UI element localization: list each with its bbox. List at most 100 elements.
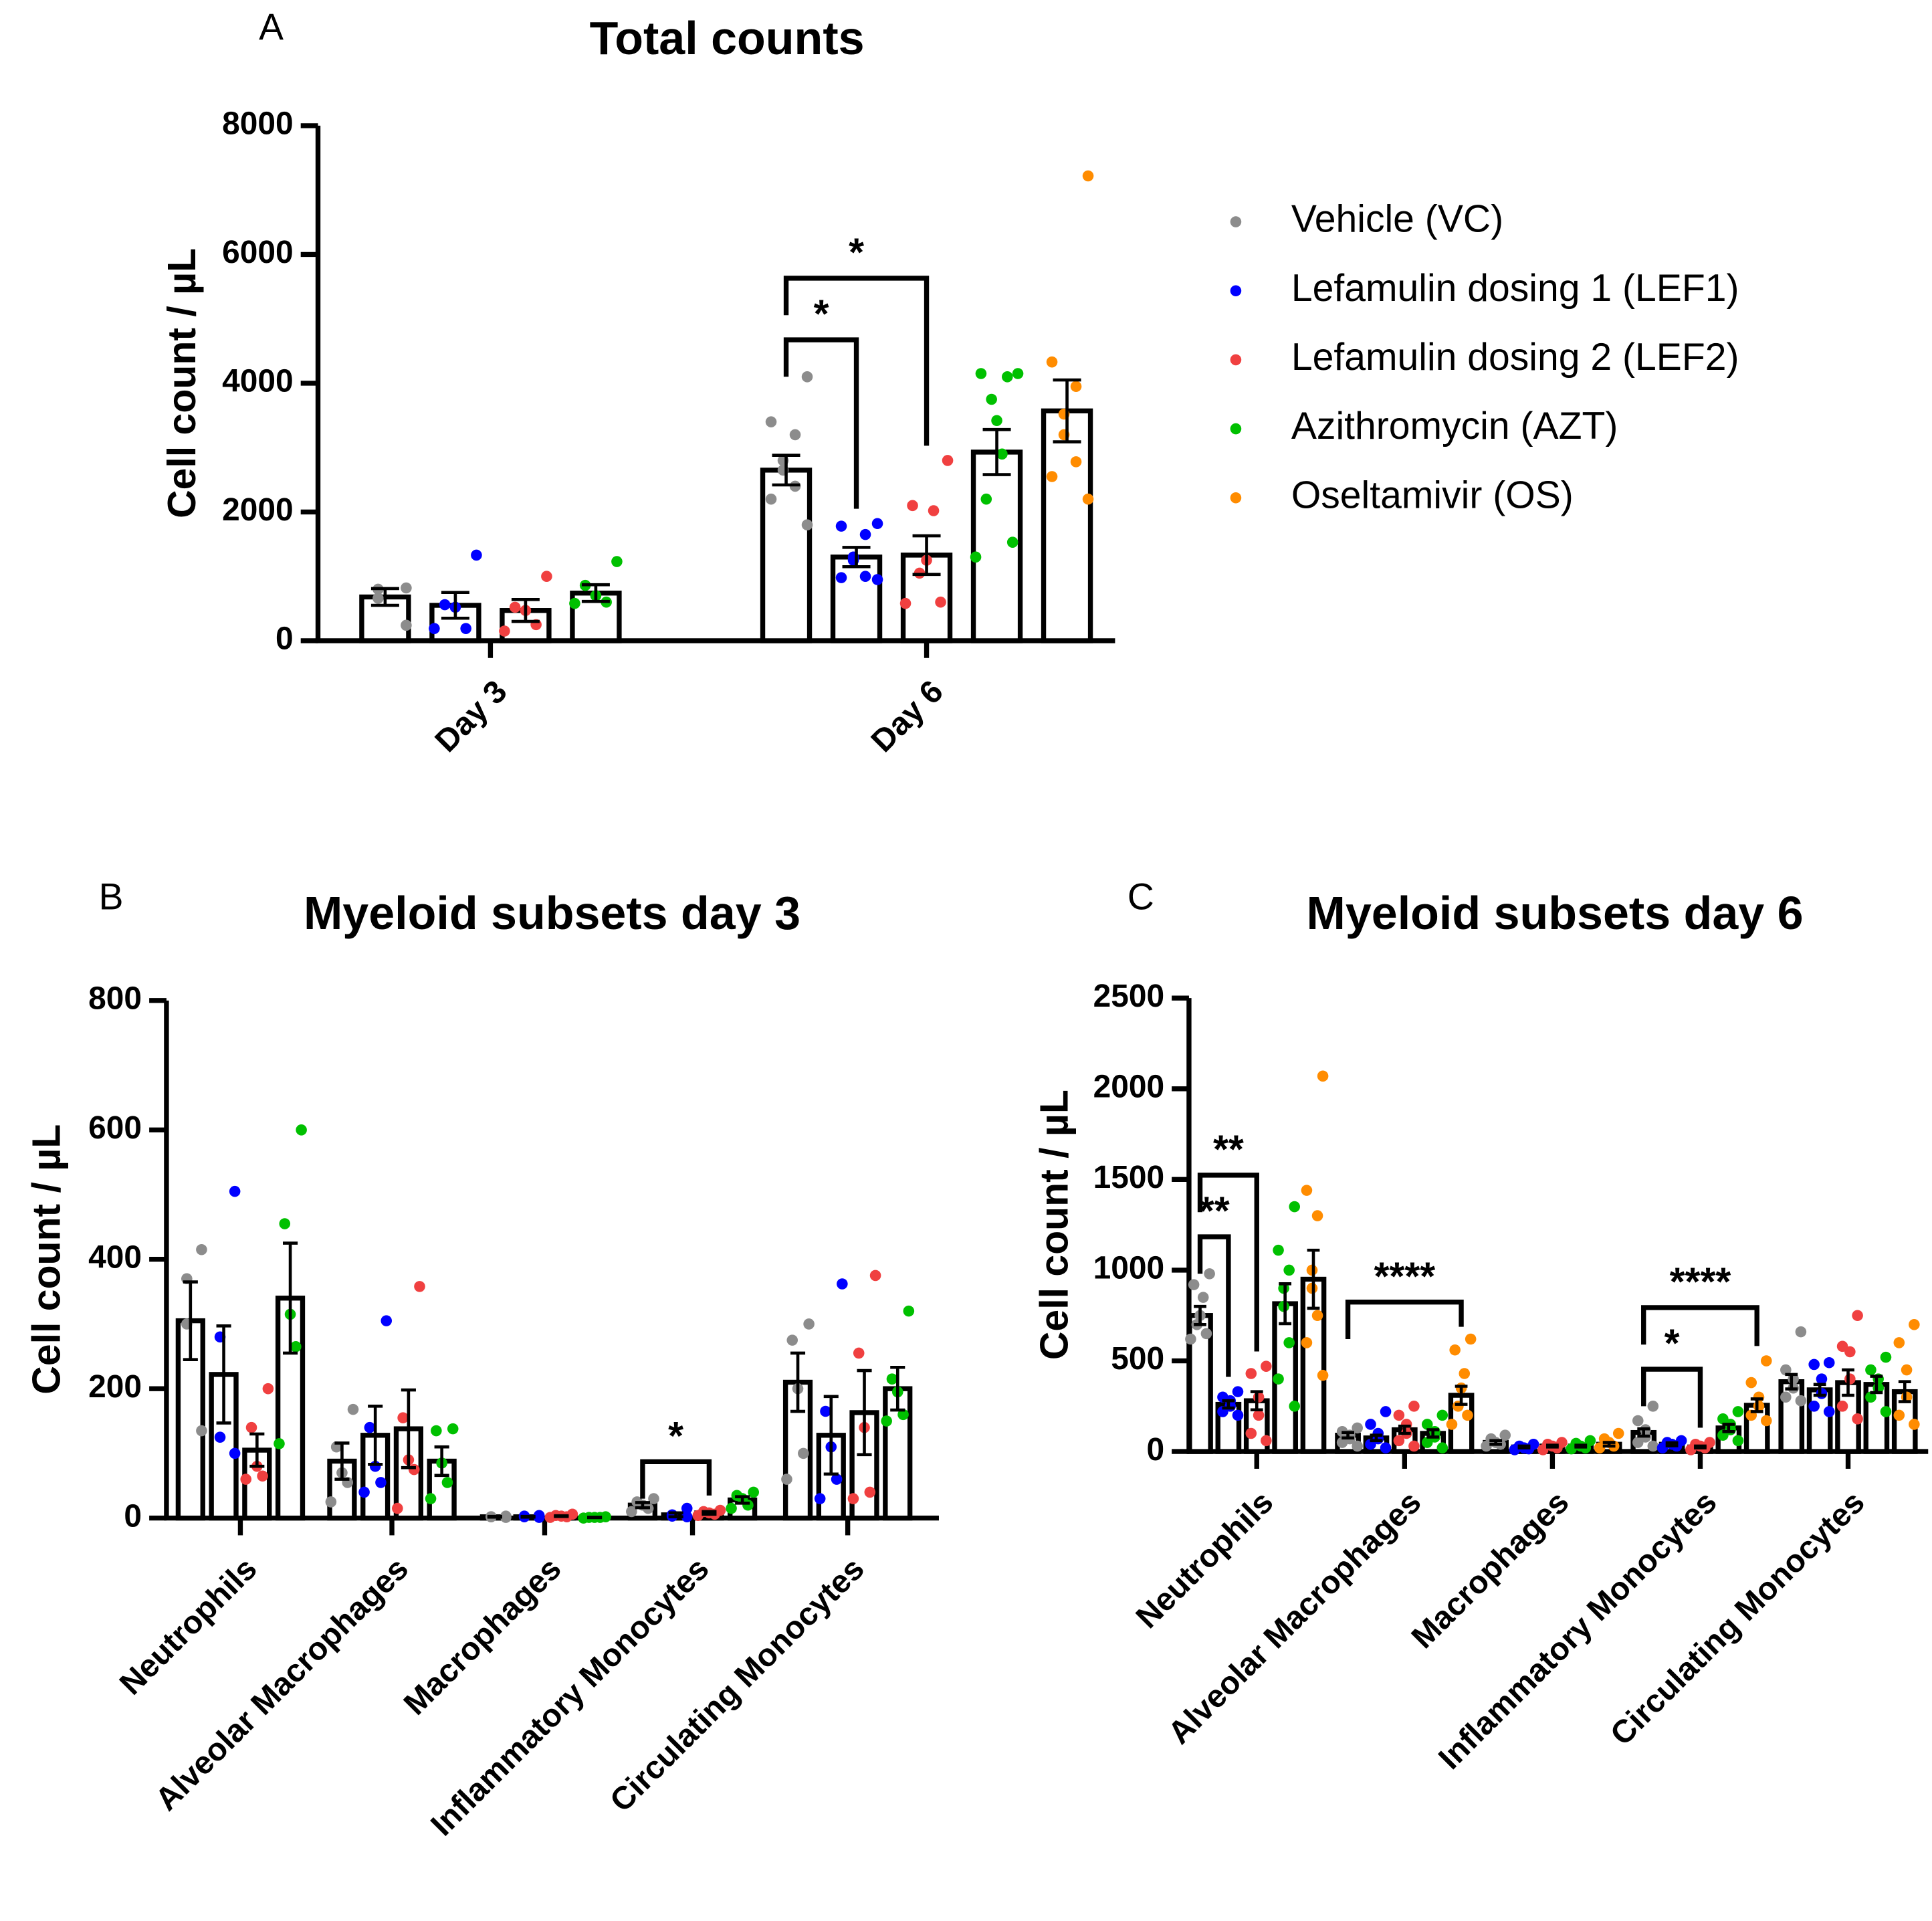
data-point xyxy=(1836,1401,1848,1412)
data-point xyxy=(1232,1409,1244,1421)
data-point xyxy=(1844,1373,1856,1385)
data-point xyxy=(447,1423,459,1435)
data-point xyxy=(907,500,918,512)
data-point xyxy=(1780,1391,1792,1403)
legend-label: Lefamulin dosing 2 (LEF2) xyxy=(1291,336,1739,379)
data-point xyxy=(748,1486,760,1498)
data-point xyxy=(425,1493,437,1504)
data-point xyxy=(1647,1401,1659,1412)
data-point xyxy=(1188,1279,1200,1290)
data-point xyxy=(1336,1437,1348,1448)
significance-label: ** xyxy=(1199,1190,1230,1233)
data-point xyxy=(786,1334,798,1346)
data-point xyxy=(578,1512,589,1524)
data-point xyxy=(1449,1344,1461,1356)
data-point xyxy=(274,1438,285,1449)
data-point xyxy=(801,371,813,383)
data-point xyxy=(1594,1442,1606,1453)
data-point xyxy=(1436,1409,1448,1421)
data-point xyxy=(903,1305,915,1317)
data-point xyxy=(996,448,1008,460)
y-tick-label: 0 xyxy=(124,1498,142,1534)
data-point xyxy=(460,623,471,634)
data-point xyxy=(975,368,987,379)
data-point xyxy=(1566,1443,1577,1455)
y-tick-label: 0 xyxy=(1146,1432,1164,1468)
y-tick-label: 1500 xyxy=(1093,1160,1165,1195)
data-point xyxy=(1632,1415,1644,1427)
x-tick-label: Day 3 xyxy=(429,674,514,759)
chart-title: Total counts xyxy=(590,12,865,64)
y-axis-label: Cell count / µL xyxy=(25,1124,68,1395)
data-point xyxy=(429,623,440,634)
data-point xyxy=(970,551,982,563)
data-point xyxy=(871,518,883,530)
data-point xyxy=(372,593,384,604)
data-point xyxy=(1880,1406,1892,1417)
data-point xyxy=(935,596,946,608)
data-point xyxy=(1865,1364,1876,1376)
data-point xyxy=(1283,1337,1295,1348)
data-point xyxy=(1393,1409,1405,1421)
data-point xyxy=(1046,356,1058,368)
y-tick-label: 2000 xyxy=(1093,1069,1165,1104)
data-point xyxy=(1880,1351,1892,1363)
panel-label: C xyxy=(1128,876,1154,918)
data-point xyxy=(499,625,510,637)
data-point xyxy=(1232,1386,1244,1397)
data-point xyxy=(401,582,412,594)
data-point xyxy=(1795,1326,1807,1338)
data-point xyxy=(831,1474,843,1485)
chart-title: Myeloid subsets day 6 xyxy=(1307,887,1804,939)
data-point xyxy=(626,1506,637,1518)
data-point xyxy=(364,1421,376,1433)
significance-bracket xyxy=(1197,1173,1259,1352)
data-point xyxy=(1808,1358,1820,1371)
x-tick-label: Alveolar Macrophages xyxy=(1162,1484,1428,1751)
data-point xyxy=(1816,1388,1828,1399)
data-point xyxy=(1795,1395,1807,1407)
x-tick-label: Alveolar Macrophages xyxy=(148,1551,415,1818)
data-point xyxy=(1046,471,1058,482)
data-point xyxy=(681,1511,693,1522)
data-point xyxy=(1909,1419,1920,1430)
data-point xyxy=(1852,1310,1863,1322)
y-tick-label: 400 xyxy=(88,1239,142,1275)
data-point xyxy=(1311,1210,1323,1221)
data-point xyxy=(1780,1364,1792,1376)
y-tick-label: 800 xyxy=(88,981,142,1017)
data-point xyxy=(1393,1435,1405,1447)
data-point xyxy=(414,1281,425,1292)
bar xyxy=(1041,408,1093,643)
data-point xyxy=(1893,1337,1905,1348)
data-point xyxy=(1380,1406,1392,1417)
data-point xyxy=(899,597,911,609)
data-point xyxy=(1808,1401,1820,1412)
data-point xyxy=(1816,1373,1828,1385)
data-point xyxy=(726,1502,737,1514)
legend-label: Azithromycin (AZT) xyxy=(1291,405,1618,447)
data-point xyxy=(742,1499,754,1511)
significance-bracket xyxy=(1641,1367,1703,1428)
data-point xyxy=(942,455,954,466)
legend-label: Oseltamivir (OS) xyxy=(1291,474,1574,516)
y-tick-label: 500 xyxy=(1111,1341,1164,1377)
data-point xyxy=(1446,1419,1458,1430)
data-point xyxy=(296,1124,307,1136)
data-point xyxy=(1012,368,1024,379)
bar xyxy=(1806,1387,1833,1454)
significance-label: * xyxy=(814,293,829,336)
data-point xyxy=(859,571,871,582)
data-point xyxy=(1253,1409,1265,1421)
data-point xyxy=(1647,1440,1659,1452)
data-point xyxy=(1465,1333,1477,1345)
data-point xyxy=(196,1243,207,1255)
data-point xyxy=(1685,1444,1697,1455)
data-point xyxy=(1421,1419,1433,1430)
data-point xyxy=(1732,1435,1744,1447)
data-point xyxy=(1301,1337,1313,1348)
data-point xyxy=(814,1493,826,1504)
significance-label: **** xyxy=(1374,1255,1435,1298)
data-point xyxy=(897,1409,909,1421)
